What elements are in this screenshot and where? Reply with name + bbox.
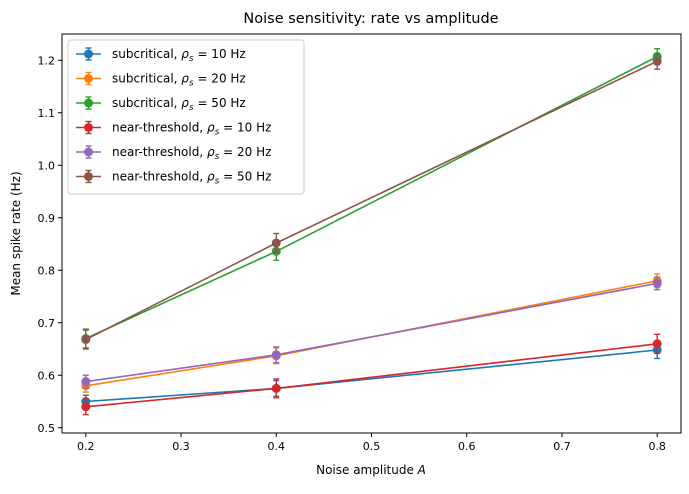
y-tick-label: 0.9 (38, 212, 56, 225)
legend: subcritical, ρs = 10 Hz subcritical, ρs =… (67, 39, 305, 195)
data-point (271, 383, 281, 393)
legend-label: near-threshold, ρs = 10 Hz (112, 121, 271, 138)
legend-marker (84, 172, 93, 181)
series-line (85, 343, 658, 408)
legend-marker (84, 74, 93, 83)
legend-label: subcritical, ρs = 10 Hz (112, 47, 246, 64)
data-point (652, 56, 662, 66)
data-point (652, 278, 662, 288)
y-tick-label: 0.5 (38, 422, 56, 435)
legend-entry: subcritical, ρs = 50 Hz (76, 96, 246, 113)
x-tick-label: 0.8 (648, 440, 666, 453)
legend-label: subcritical, ρs = 50 Hz (112, 96, 246, 113)
series-1 (81, 340, 662, 409)
plot-area (81, 48, 662, 416)
data-point (81, 377, 91, 387)
data-point (271, 238, 281, 248)
data-point (271, 350, 281, 360)
chart-title: Noise sensitivity: rate vs amplitude (243, 11, 498, 27)
x-tick-label: 0.6 (458, 440, 476, 453)
legend-marker (84, 123, 93, 132)
x-tick-label: 0.5 (363, 440, 381, 453)
legend-label: near-threshold, ρs = 50 Hz (112, 170, 271, 187)
y-tick-label: 1.2 (38, 54, 56, 67)
x-axis-label: Noise amplitude A (316, 463, 426, 477)
y-tick-label: 0.7 (38, 317, 56, 330)
data-point (652, 339, 662, 349)
plot-frame (61, 33, 682, 434)
legend-entry: near-threshold, ρs = 50 Hz (76, 170, 271, 187)
x-tick-label: 0.4 (268, 440, 286, 453)
legend-frame (67, 39, 305, 195)
series-6 (81, 52, 662, 350)
legend-marker (84, 49, 93, 59)
legend-label: subcritical, ρs = 20 Hz (112, 72, 246, 89)
series-line (85, 349, 658, 403)
y-tick-label: 1.1 (38, 107, 56, 120)
legend-entry: subcritical, ρs = 20 Hz (76, 72, 246, 89)
x-tick-label: 0.3 (172, 440, 190, 453)
y-tick-label: 0.6 (38, 369, 56, 382)
legend-entry: subcritical, ρs = 10 Hz (76, 47, 246, 64)
y-axis-label: Mean spike rate (Hz) (9, 171, 23, 295)
legend-label: near-threshold, ρs = 20 Hz (112, 145, 271, 162)
axes: 0.2 0.3 0.4 0.5 0.6 0.7 0.8 0.5 0.6 0.7 0.8 0.9 1.0 1… (38, 54, 666, 453)
legend-marker (84, 98, 93, 108)
y-tick-label: 0.8 (38, 264, 56, 277)
legend-marker (84, 147, 93, 157)
data-point (81, 335, 91, 345)
series-2 (81, 273, 662, 393)
x-tick-label: 0.2 (77, 440, 95, 453)
series-4 (81, 333, 662, 416)
y-tick-label: 1.0 (38, 159, 56, 172)
data-point (81, 402, 91, 412)
legend-entry: near-threshold, ρs = 10 Hz (76, 121, 271, 138)
x-tick-label: 0.7 (553, 440, 571, 453)
legend-entry: near-threshold, ρs = 20 Hz (76, 145, 271, 162)
series-5 (81, 276, 662, 389)
